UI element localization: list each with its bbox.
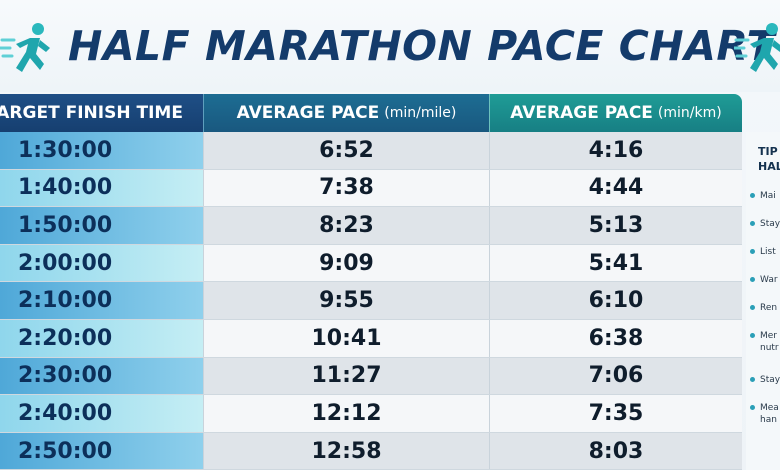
- bullet-icon: [750, 193, 755, 198]
- tip-item: Mea han: [750, 402, 779, 426]
- tip-item: Mai: [750, 190, 776, 202]
- tip-item: Stay: [750, 374, 780, 386]
- pace-table-body: 1:30:00 6:52 4:16 1:40:00 7:38 4:44 1:50…: [0, 132, 742, 470]
- tip-item: Stay: [750, 218, 780, 230]
- pace-mile-cell: 11:27: [203, 357, 489, 395]
- pace-mile-cell: 8:23: [203, 207, 489, 244]
- finish-time-cell: 2:10:00: [0, 282, 203, 319]
- pace-mile-cell: 9:55: [203, 282, 489, 319]
- table-header: TARGET FINISH TIME AVERAGE PACE (min/mile…: [0, 94, 742, 132]
- pace-mile-cell: 10:41: [203, 319, 489, 357]
- finish-time-cell: 1:50:00: [0, 207, 203, 244]
- pace-km-cell: 8:03: [489, 432, 742, 470]
- pace-mile-cell: 9:09: [203, 244, 489, 282]
- bullet-icon: [750, 305, 755, 310]
- table-row: 1:30:00 6:52 4:16: [0, 132, 742, 170]
- finish-time-cell: 2:40:00: [0, 395, 203, 432]
- pace-mile-cell: 12:12: [203, 395, 489, 432]
- finish-time-cell: 2:30:00: [0, 357, 203, 395]
- tip-item: Ren: [750, 302, 777, 314]
- table-row: 2:20:00 10:41 6:38: [0, 319, 742, 358]
- tips-title: TIP HAL: [758, 145, 780, 173]
- table-row: 1:40:00 7:38 4:44: [0, 169, 742, 208]
- finish-time-cell: 2:00:00: [0, 244, 203, 282]
- table-row: 1:50:00 8:23 5:13: [0, 207, 742, 245]
- pace-mile-cell: 7:38: [203, 169, 489, 207]
- finish-time-cell: 1:40:00: [0, 169, 203, 207]
- finish-time-cell: 2:50:00: [0, 432, 203, 470]
- bullet-icon: [750, 405, 755, 410]
- pace-km-cell: 5:41: [489, 244, 742, 282]
- running-person-icon: [0, 23, 50, 72]
- finish-time-cell: 2:20:00: [0, 319, 203, 357]
- bullet-icon: [750, 221, 755, 226]
- page-title: HALF MARATHON PACE CHART: [68, 22, 776, 70]
- header-banner: HALF MARATHON PACE CHART: [0, 0, 780, 92]
- finish-time-cell: 1:30:00: [0, 132, 203, 169]
- running-person-icon: [734, 23, 780, 72]
- bullet-icon: [750, 377, 755, 382]
- pace-km-cell: 4:44: [489, 169, 742, 207]
- tips-panel: TIP HAL Mai Stay List War Ren Mer nutr St…: [746, 132, 780, 470]
- header-target-finish-time: TARGET FINISH TIME: [0, 94, 203, 132]
- tip-item: List: [750, 246, 776, 258]
- pace-km-cell: 7:06: [489, 357, 742, 395]
- table-row: 2:50:00 12:58 8:03: [0, 432, 742, 470]
- pace-km-cell: 6:10: [489, 282, 742, 319]
- table-row: 2:00:00 9:09 5:41: [0, 244, 742, 283]
- pace-km-cell: 5:13: [489, 207, 742, 244]
- table-row: 2:30:00 11:27 7:06: [0, 357, 742, 396]
- pace-km-cell: 4:16: [489, 132, 742, 169]
- tip-item: Mer nutr: [750, 330, 779, 354]
- pace-mile-cell: 12:58: [203, 432, 489, 470]
- bullet-icon: [750, 277, 755, 282]
- pace-mile-cell: 6:52: [203, 132, 489, 169]
- table-row: 2:40:00 12:12 7:35: [0, 395, 742, 433]
- table-row: 2:10:00 9:55 6:10: [0, 282, 742, 320]
- header-average-pace-km: AVERAGE PACE (min/km): [489, 94, 742, 132]
- bullet-icon: [750, 333, 755, 338]
- header-average-pace-mile: AVERAGE PACE (min/mile): [203, 94, 489, 132]
- bullet-icon: [750, 249, 755, 254]
- pace-km-cell: 6:38: [489, 319, 742, 357]
- pace-km-cell: 7:35: [489, 395, 742, 432]
- tip-item: War: [750, 274, 778, 286]
